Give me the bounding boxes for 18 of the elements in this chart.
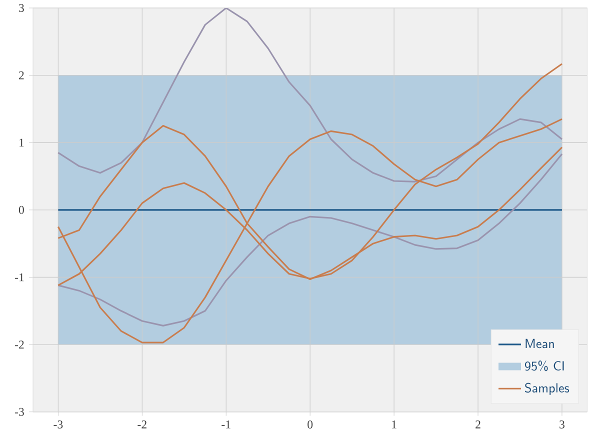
x-tick-label: -1 — [222, 420, 230, 428]
legend-label: Samples — [524, 383, 570, 396]
y-tick-label: -1 — [14, 274, 24, 282]
y-tick-label: 0 — [18, 206, 24, 214]
y-tick-label: 1 — [20, 138, 24, 147]
y-tick-label: 3 — [19, 4, 24, 12]
line-series — [57, 153, 563, 327]
legend-label: Mean — [526, 339, 554, 348]
x-tick-label: 1 — [392, 420, 396, 428]
x-tick-label: 2 — [476, 420, 480, 429]
y-tick-label: -3 — [14, 408, 24, 416]
x-tick-label: 0 — [308, 420, 313, 429]
y-tick-label: 2 — [18, 72, 24, 80]
x-tick-label: -2 — [138, 420, 146, 429]
x-tick-label: -3 — [54, 420, 63, 429]
legend-label: 95% CI — [524, 360, 564, 372]
x-tick-label: 3 — [560, 420, 564, 429]
y-tick-label: -2 — [14, 340, 24, 349]
